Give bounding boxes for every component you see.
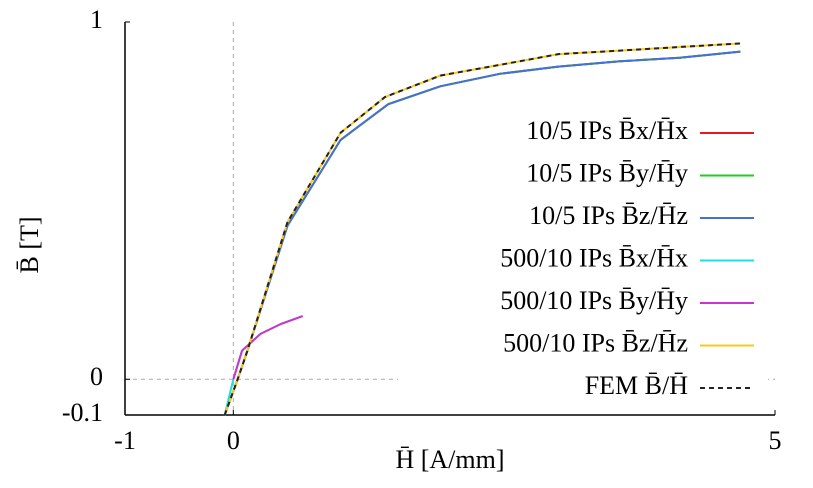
x-tick-label: 5	[769, 426, 782, 455]
x-tick-label: -1	[114, 426, 136, 455]
x-tick-label: 0	[227, 426, 240, 455]
series-line	[223, 315, 304, 416]
legend-label: 500/10 IPs B̄x/H̄x	[500, 243, 688, 272]
legend-label: 500/10 IPs B̄y/H̄y	[500, 286, 688, 315]
y-tick-label: 1	[90, 5, 103, 34]
y-tick-label: 0	[90, 362, 103, 391]
legend-label: 10/5 IPs B̄x/H̄x	[526, 116, 688, 145]
x-axis-label: H̄ [A/mm]	[395, 445, 504, 474]
series-line	[232, 315, 304, 380]
series-line	[223, 42, 741, 416]
legend-label: 500/10 IPs B̄z/H̄z	[503, 328, 688, 357]
legend-label: 10/5 IPs B̄y/H̄y	[526, 158, 688, 187]
y-tick-label: -0.1	[62, 398, 103, 427]
y-axis-label: B̄ [T]	[15, 216, 44, 273]
legend-label: FEM B̄/H̄	[585, 371, 689, 400]
legend-bg	[398, 369, 768, 407]
legend-label: 10/5 IPs B̄z/H̄z	[529, 201, 688, 230]
